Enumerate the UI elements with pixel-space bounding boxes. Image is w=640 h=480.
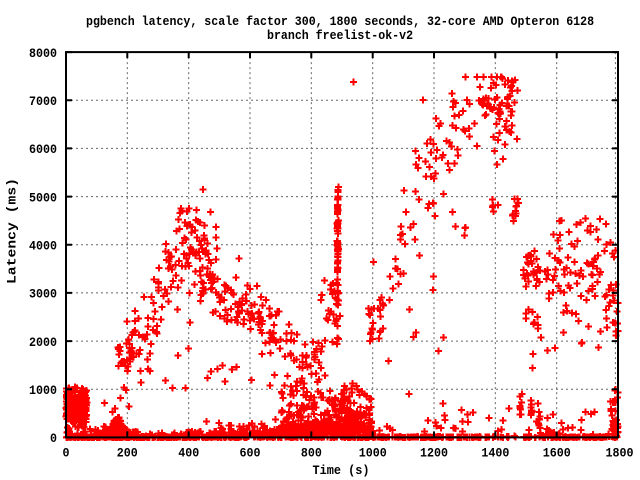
svg-text:1000: 1000 xyxy=(359,446,387,461)
svg-text:pgbench latency, scale factor: pgbench latency, scale factor 300, 1800 … xyxy=(86,14,594,29)
svg-text:Latency (ms): Latency (ms) xyxy=(5,178,20,284)
svg-text:4000: 4000 xyxy=(29,238,57,253)
svg-text:7000: 7000 xyxy=(29,94,57,109)
svg-text:2000: 2000 xyxy=(29,335,57,350)
svg-text:1800: 1800 xyxy=(606,446,634,461)
svg-text:0: 0 xyxy=(50,431,57,446)
svg-text:6000: 6000 xyxy=(29,142,57,157)
svg-text:200: 200 xyxy=(117,446,138,461)
svg-text:1200: 1200 xyxy=(420,446,448,461)
svg-text:400: 400 xyxy=(178,446,199,461)
svg-text:800: 800 xyxy=(301,446,322,461)
svg-text:600: 600 xyxy=(240,446,261,461)
svg-text:1400: 1400 xyxy=(481,446,509,461)
svg-text:Time (s): Time (s) xyxy=(313,463,370,478)
svg-text:1000: 1000 xyxy=(29,383,57,398)
svg-text:8000: 8000 xyxy=(29,46,57,61)
svg-text:0: 0 xyxy=(63,446,70,461)
svg-text:3000: 3000 xyxy=(29,287,57,302)
svg-text:branch freelist-ok-v2: branch freelist-ok-v2 xyxy=(267,28,413,43)
svg-text:5000: 5000 xyxy=(29,190,57,205)
svg-text:1600: 1600 xyxy=(543,446,571,461)
